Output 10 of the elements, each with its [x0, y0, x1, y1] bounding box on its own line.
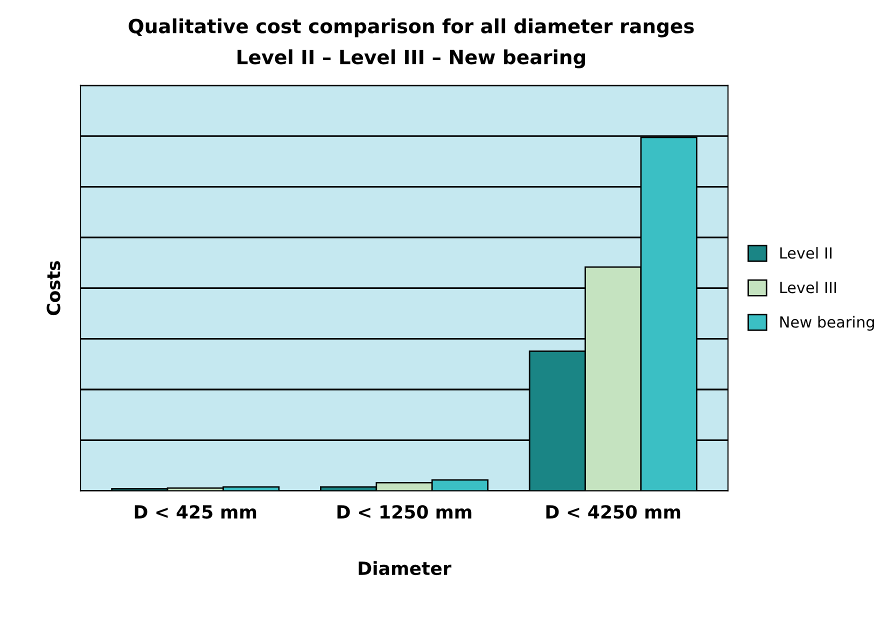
x-axis-title: Diameter: [358, 561, 452, 576]
legend-label: Level II: [780, 246, 832, 259]
chart-subtitle: Level II – Level III – New bearing: [238, 49, 586, 68]
x-tick-label: D < 425 mm: [134, 505, 256, 519]
y-axis-title: Costs: [46, 261, 60, 316]
legend-label: Level III: [780, 281, 836, 294]
legend-label: New bearing: [780, 316, 874, 331]
chart-title: Qualitative cost comparison for all diameter ranges: [128, 18, 694, 38]
x-tick-label: D < 4250 mm: [546, 505, 680, 519]
x-tick-label: D < 1250 mm: [337, 505, 472, 519]
